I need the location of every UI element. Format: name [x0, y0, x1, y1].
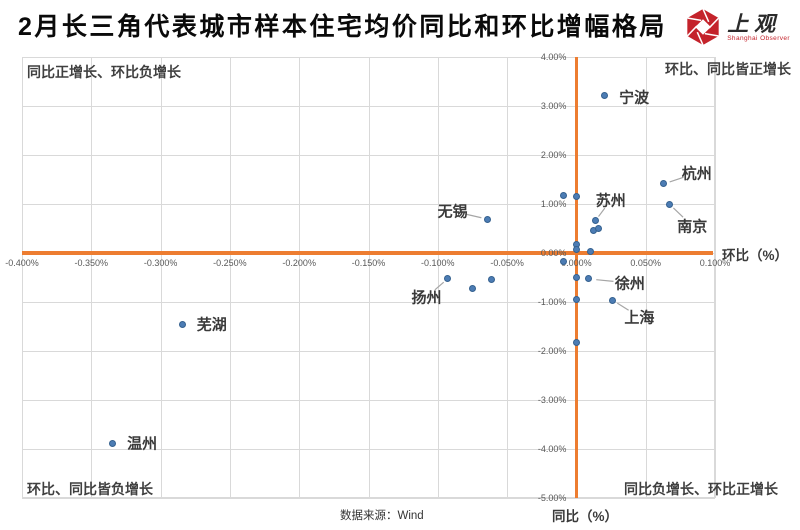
x-gridline [160, 57, 162, 498]
x-gridline [22, 57, 23, 498]
x-tick-label: -0.100% [421, 258, 455, 268]
x-tick-label: 0.000% [561, 258, 592, 268]
x-gridline [645, 57, 647, 498]
y-gridline [22, 204, 715, 205]
page-title: 2月长三角代表城市样本住宅均价同比和环比增幅格局 [18, 13, 667, 41]
data-point [572, 295, 580, 303]
y-gridline [22, 498, 715, 499]
x-tick-label: -0.300% [143, 258, 178, 268]
x-gridline [368, 57, 370, 498]
logo-subtitle: Shanghai Observer [727, 35, 790, 43]
y-tick-label: -3.00% [537, 394, 567, 405]
data-point [484, 215, 492, 223]
data-source: 数据来源：Wind [340, 510, 424, 522]
data-point [586, 247, 594, 255]
data-point [179, 320, 187, 328]
logo-name: 上观 [727, 10, 782, 36]
city-label: 扬州 [411, 289, 442, 307]
y-tick-label: 3.00% [540, 100, 567, 111]
x-axis-line [22, 251, 713, 255]
y-tick-label: 4.00% [540, 51, 567, 62]
city-label: 上海 [624, 309, 655, 327]
x-tick-label: -0.400% [5, 258, 39, 268]
x-tick-label: 0.100% [699, 258, 731, 268]
x-tick-label: -0.200% [282, 258, 316, 268]
y-gridline [22, 155, 715, 156]
data-point [572, 274, 580, 282]
city-label: 无锡 [437, 203, 468, 221]
data-point [468, 285, 476, 293]
y-gridline [22, 106, 715, 107]
city-label: 苏州 [595, 192, 626, 210]
city-label: 芜湖 [196, 316, 227, 334]
data-point [572, 192, 580, 200]
data-point [572, 245, 580, 253]
y-tick-label: -5.00% [537, 492, 567, 503]
logo-text: 上观 Shanghai Observer [727, 12, 790, 42]
city-label: 徐州 [614, 275, 645, 293]
y-gridline [22, 57, 715, 58]
y-tick-label: -1.00% [537, 296, 567, 307]
y-tick-label: 2.00% [540, 149, 567, 160]
y-axis-title: 同比（%） [552, 509, 619, 524]
y-gridline [22, 449, 715, 450]
logo-pinwheel-icon [686, 8, 720, 46]
data-point [608, 296, 616, 304]
x-tick-label: 0.050% [630, 258, 661, 268]
y-tick-label: -2.00% [537, 345, 567, 356]
data-point [585, 275, 593, 283]
y-gridline [22, 302, 715, 303]
data-point [572, 338, 580, 346]
y-tick-label: 1.00% [540, 198, 567, 209]
city-label: 杭州 [681, 165, 712, 183]
quadrant-label-bottom-right: 同比负增长、环比正增长 [624, 481, 778, 497]
data-point [444, 275, 451, 283]
x-tick-label: -0.250% [213, 258, 247, 268]
x-tick-label: -0.150% [351, 258, 386, 268]
city-label: 宁波 [619, 89, 650, 107]
x-gridline [715, 57, 716, 498]
data-point [488, 276, 496, 284]
data-point [665, 200, 673, 208]
x-gridline [507, 57, 509, 498]
data-point [560, 191, 568, 199]
data-point [595, 224, 603, 232]
data-point [600, 91, 608, 99]
quadrant-label-bottom-left: 环比、同比皆负增长 [27, 481, 153, 497]
shanghai-observer-logo: 上观 Shanghai Observer [684, 8, 790, 46]
y-gridline [22, 400, 715, 401]
quadrant-label-top-left: 同比正增长、环比负增长 [27, 64, 181, 80]
quadrant-label-top-right: 环比、同比皆正增长 [665, 61, 791, 77]
x-gridline [437, 57, 439, 498]
x-tick-label: -0.050% [490, 258, 524, 268]
city-label: 温州 [127, 435, 158, 453]
x-axis-title: 环比（%） [722, 248, 789, 263]
x-gridline [91, 57, 93, 498]
data-point [592, 216, 600, 224]
x-tick-label: -0.350% [74, 258, 109, 268]
data-point [660, 180, 668, 188]
city-label: 南京 [677, 218, 708, 236]
data-point [108, 439, 116, 447]
x-gridline [299, 57, 301, 498]
x-gridline [229, 57, 231, 498]
y-tick-label: -4.00% [537, 443, 567, 454]
y-tick-label: 0.00% [540, 247, 567, 258]
data-point [560, 258, 568, 266]
y-gridline [22, 351, 715, 352]
